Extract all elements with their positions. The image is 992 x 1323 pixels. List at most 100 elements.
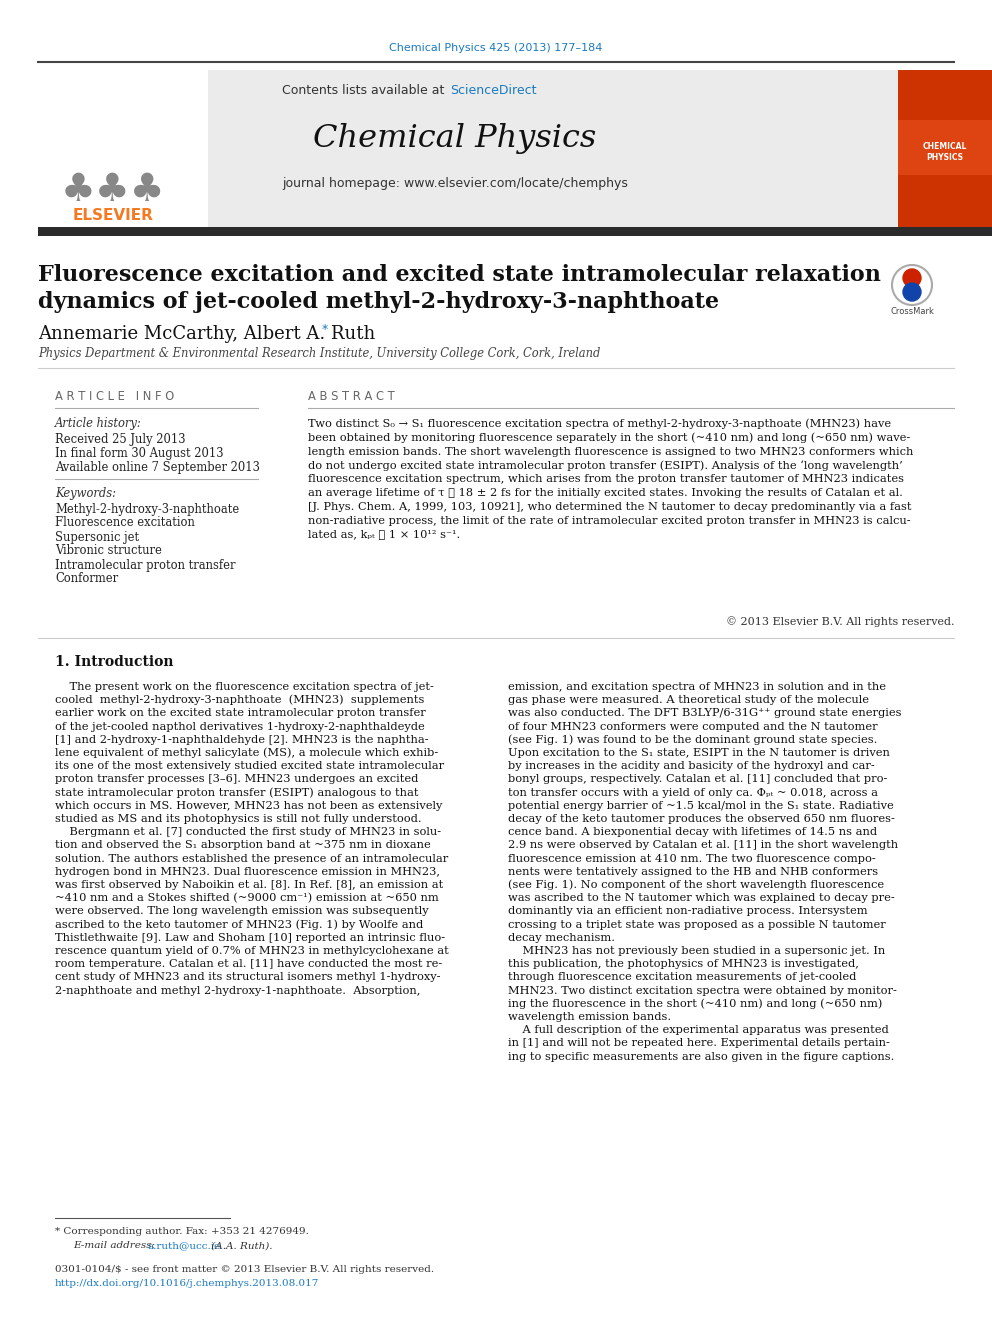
Text: http://dx.doi.org/10.1016/j.chemphys.2013.08.017: http://dx.doi.org/10.1016/j.chemphys.201… — [55, 1279, 319, 1289]
Text: lated as, kₚₜ ⩽ 1 × 10¹² s⁻¹.: lated as, kₚₜ ⩽ 1 × 10¹² s⁻¹. — [308, 529, 460, 540]
Text: proton transfer processes [3–6]. MHN23 undergoes an excited: proton transfer processes [3–6]. MHN23 u… — [55, 774, 419, 785]
Text: Available online 7 September 2013: Available online 7 September 2013 — [55, 460, 260, 474]
Text: been obtained by monitoring fluorescence separately in the short (~410 nm) and l: been obtained by monitoring fluorescence… — [308, 433, 911, 443]
Text: Keywords:: Keywords: — [55, 487, 116, 500]
Text: of the jet-cooled napthol derivatives 1-hydroxy-2-naphthaldeyde: of the jet-cooled napthol derivatives 1-… — [55, 721, 425, 732]
Text: ELSEVIER: ELSEVIER — [72, 208, 154, 222]
Text: Methyl-2-hydroxy-3-naphthoate: Methyl-2-hydroxy-3-naphthoate — [55, 503, 239, 516]
Text: [1] and 2-hydroxy-1-naphthaldehyde [2]. MHN23 is the naphtha-: [1] and 2-hydroxy-1-naphthaldehyde [2]. … — [55, 734, 429, 745]
Text: MHN23. Two distinct excitation spectra were obtained by monitor-: MHN23. Two distinct excitation spectra w… — [508, 986, 897, 996]
Text: Intramolecular proton transfer: Intramolecular proton transfer — [55, 558, 235, 572]
Text: non-radiative process, the limit of the rate of intramolecular excited proton tr: non-radiative process, the limit of the … — [308, 516, 911, 525]
Text: Chemical Physics 425 (2013) 177–184: Chemical Physics 425 (2013) 177–184 — [389, 44, 603, 53]
Text: Article history:: Article history: — [55, 418, 142, 430]
Text: 0301-0104/$ - see front matter © 2013 Elsevier B.V. All rights reserved.: 0301-0104/$ - see front matter © 2013 El… — [55, 1266, 434, 1274]
Text: Fluorescence excitation: Fluorescence excitation — [55, 516, 194, 529]
Text: ascribed to the keto tautomer of MHN23 (Fig. 1) by Woolfe and: ascribed to the keto tautomer of MHN23 (… — [55, 919, 424, 930]
Text: an average lifetime of τ ⩾ 18 ± 2 fs for the initially excited states. Invoking : an average lifetime of τ ⩾ 18 ± 2 fs for… — [308, 488, 903, 497]
Text: Vibronic structure: Vibronic structure — [55, 545, 162, 557]
Text: ing the fluorescence in the short (~410 nm) and long (~650 nm): ing the fluorescence in the short (~410 … — [508, 999, 882, 1009]
Text: Supersonic jet: Supersonic jet — [55, 531, 139, 544]
Text: by increases in the acidity and basicity of the hydroxyl and car-: by increases in the acidity and basicity… — [508, 761, 875, 771]
Text: 1. Introduction: 1. Introduction — [55, 655, 174, 669]
Text: ScienceDirect: ScienceDirect — [450, 83, 537, 97]
Bar — [898, 120, 992, 175]
Text: cence band. A biexponential decay with lifetimes of 14.5 ns and: cence band. A biexponential decay with l… — [508, 827, 877, 837]
Text: © 2013 Elsevier B.V. All rights reserved.: © 2013 Elsevier B.V. All rights reserved… — [725, 617, 954, 627]
Text: MHN23 has not previously been studied in a supersonic jet. In: MHN23 has not previously been studied in… — [508, 946, 885, 957]
Text: fluorescence emission at 410 nm. The two fluorescence compo-: fluorescence emission at 410 nm. The two… — [508, 853, 876, 864]
Circle shape — [903, 283, 921, 302]
Text: a.ruth@ucc.ie: a.ruth@ucc.ie — [147, 1241, 220, 1250]
Text: (see Fig. 1). No component of the short wavelength fluorescence: (see Fig. 1). No component of the short … — [508, 880, 884, 890]
Text: its one of the most extensively studied excited state intramolecular: its one of the most extensively studied … — [55, 761, 444, 771]
Bar — [38, 228, 992, 235]
Text: was first observed by Naboikin et al. [8]. In Ref. [8], an emission at: was first observed by Naboikin et al. [8… — [55, 880, 443, 890]
Text: Thistlethwaite [9]. Law and Shoham [10] reported an intrinsic fluo-: Thistlethwaite [9]. Law and Shoham [10] … — [55, 933, 445, 943]
Text: wavelength emission bands.: wavelength emission bands. — [508, 1012, 672, 1021]
Text: gas phase were measured. A theoretical study of the molecule: gas phase were measured. A theoretical s… — [508, 695, 869, 705]
Text: studied as MS and its photophysics is still not fully understood.: studied as MS and its photophysics is st… — [55, 814, 422, 824]
Text: tion and observed the S₁ absorption band at ~375 nm in dioxane: tion and observed the S₁ absorption band… — [55, 840, 431, 851]
Text: was ascribed to the N tautomer which was explained to decay pre-: was ascribed to the N tautomer which was… — [508, 893, 895, 904]
Text: 2.9 ns were observed by Catalan et al. [11] in the short wavelength: 2.9 ns were observed by Catalan et al. [… — [508, 840, 898, 851]
Text: (see Fig. 1) was found to be the dominant ground state species.: (see Fig. 1) was found to be the dominan… — [508, 734, 877, 745]
Text: lene equivalent of methyl salicylate (MS), a molecule which exhib-: lene equivalent of methyl salicylate (MS… — [55, 747, 438, 758]
Text: Annemarie McCarthy, Albert A. Ruth: Annemarie McCarthy, Albert A. Ruth — [38, 325, 375, 343]
Bar — [38, 70, 208, 228]
Text: cent study of MHN23 and its structural isomers methyl 1-hydroxy-: cent study of MHN23 and its structural i… — [55, 972, 440, 983]
Text: * Corresponding author. Fax: +353 21 4276949.: * Corresponding author. Fax: +353 21 427… — [55, 1228, 309, 1237]
Text: A R T I C L E   I N F O: A R T I C L E I N F O — [55, 390, 175, 404]
Text: dominantly via an efficient non-radiative process. Intersystem: dominantly via an efficient non-radiativ… — [508, 906, 868, 917]
Text: through fluorescence excitation measurements of jet-cooled: through fluorescence excitation measurem… — [508, 972, 856, 983]
Text: A B S T R A C T: A B S T R A C T — [308, 390, 395, 404]
Text: journal homepage: www.elsevier.com/locate/chemphys: journal homepage: www.elsevier.com/locat… — [282, 176, 628, 189]
Text: fluorescence excitation spectrum, which arises from the proton transfer tautomer: fluorescence excitation spectrum, which … — [308, 474, 904, 484]
Text: decay mechanism.: decay mechanism. — [508, 933, 615, 943]
Text: ton transfer occurs with a yield of only ca. Φₚₜ ~ 0.018, across a: ton transfer occurs with a yield of only… — [508, 787, 878, 798]
Text: of four MHN23 conformers were computed and the N tautomer: of four MHN23 conformers were computed a… — [508, 721, 878, 732]
Text: state intramolecular proton transfer (ESIPT) analogous to that: state intramolecular proton transfer (ES… — [55, 787, 419, 798]
Text: Two distinct S₀ → S₁ fluorescence excitation spectra of methyl-2-hydroxy-3-napth: Two distinct S₀ → S₁ fluorescence excita… — [308, 418, 891, 429]
Circle shape — [903, 269, 921, 287]
Text: bonyl groups, respectively. Catalan et al. [11] concluded that pro-: bonyl groups, respectively. Catalan et a… — [508, 774, 888, 785]
Text: Fluorescence excitation and excited state intramolecular relaxation: Fluorescence excitation and excited stat… — [38, 265, 881, 286]
Text: nents were tentatively assigned to the HB and NHB conformers: nents were tentatively assigned to the H… — [508, 867, 878, 877]
Text: in [1] and will not be repeated here. Experimental details pertain-: in [1] and will not be repeated here. Ex… — [508, 1039, 890, 1048]
Text: *: * — [322, 324, 328, 336]
Text: A full description of the experimental apparatus was presented: A full description of the experimental a… — [508, 1025, 889, 1035]
Text: which occurs in MS. However, MHN23 has not been as extensively: which occurs in MS. However, MHN23 has n… — [55, 800, 442, 811]
Bar — [38, 70, 900, 228]
Text: The present work on the fluorescence excitation spectra of jet-: The present work on the fluorescence exc… — [55, 681, 434, 692]
Text: Bergmann et al. [7] conducted the first study of MHN23 in solu-: Bergmann et al. [7] conducted the first … — [55, 827, 441, 837]
Text: Conformer: Conformer — [55, 573, 118, 586]
Text: Contents lists available at: Contents lists available at — [282, 83, 448, 97]
Text: were observed. The long wavelength emission was subsequently: were observed. The long wavelength emiss… — [55, 906, 429, 917]
Text: In final form 30 August 2013: In final form 30 August 2013 — [55, 446, 223, 459]
Text: 2-naphthoate and methyl 2-hydroxy-1-naphthoate.  Absorption,: 2-naphthoate and methyl 2-hydroxy-1-naph… — [55, 986, 421, 996]
Text: Chemical Physics: Chemical Physics — [313, 123, 596, 153]
Text: cooled  methyl-2-hydroxy-3-naphthoate  (MHN23)  supplements: cooled methyl-2-hydroxy-3-naphthoate (MH… — [55, 695, 425, 705]
Text: emission, and excitation spectra of MHN23 in solution and in the: emission, and excitation spectra of MHN2… — [508, 681, 886, 692]
Text: E-mail address:: E-mail address: — [73, 1241, 159, 1250]
Text: length emission bands. The short wavelength fluorescence is assigned to two MHN2: length emission bands. The short wavelen… — [308, 447, 914, 456]
Text: was also conducted. The DFT B3LYP/6-31G⁺⁺ ground state energies: was also conducted. The DFT B3LYP/6-31G⁺… — [508, 708, 902, 718]
Text: earlier work on the excited state intramolecular proton transfer: earlier work on the excited state intram… — [55, 708, 426, 718]
Text: ing to specific measurements are also given in the figure captions.: ing to specific measurements are also gi… — [508, 1052, 895, 1061]
Text: decay of the keto tautomer produces the observed 650 nm fluores-: decay of the keto tautomer produces the … — [508, 814, 895, 824]
Bar — [898, 70, 992, 230]
Text: rescence quantum yield of 0.7% of MHN23 in methylcyclohexane at: rescence quantum yield of 0.7% of MHN23 … — [55, 946, 448, 957]
Text: this publication, the photophysics of MHN23 is investigated,: this publication, the photophysics of MH… — [508, 959, 859, 970]
Text: potential energy barrier of ~1.5 kcal/mol in the S₁ state. Radiative: potential energy barrier of ~1.5 kcal/mo… — [508, 800, 894, 811]
Text: hydrogen bond in MHN23. Dual fluorescence emission in MHN23,: hydrogen bond in MHN23. Dual fluorescenc… — [55, 867, 440, 877]
Text: CrossMark: CrossMark — [890, 307, 933, 316]
Text: [J. Phys. Chem. A, 1999, 103, 10921], who determined the N tautomer to decay pre: [J. Phys. Chem. A, 1999, 103, 10921], wh… — [308, 501, 912, 512]
Text: room temperature. Catalan et al. [11] have conducted the most re-: room temperature. Catalan et al. [11] ha… — [55, 959, 442, 970]
Text: CHEMICAL
PHYSICS: CHEMICAL PHYSICS — [923, 143, 967, 161]
Text: crossing to a triplet state was proposed as a possible N tautomer: crossing to a triplet state was proposed… — [508, 919, 886, 930]
Text: ~410 nm and a Stokes shifted (~9000 cm⁻¹) emission at ~650 nm: ~410 nm and a Stokes shifted (~9000 cm⁻¹… — [55, 893, 438, 904]
Text: Physics Department & Environmental Research Institute, University College Cork, : Physics Department & Environmental Resea… — [38, 347, 600, 360]
Text: ♣♣♣: ♣♣♣ — [61, 171, 166, 209]
Text: Upon excitation to the S₁ state, ESIPT in the N tautomer is driven: Upon excitation to the S₁ state, ESIPT i… — [508, 747, 890, 758]
Text: (A.A. Ruth).: (A.A. Ruth). — [208, 1241, 273, 1250]
